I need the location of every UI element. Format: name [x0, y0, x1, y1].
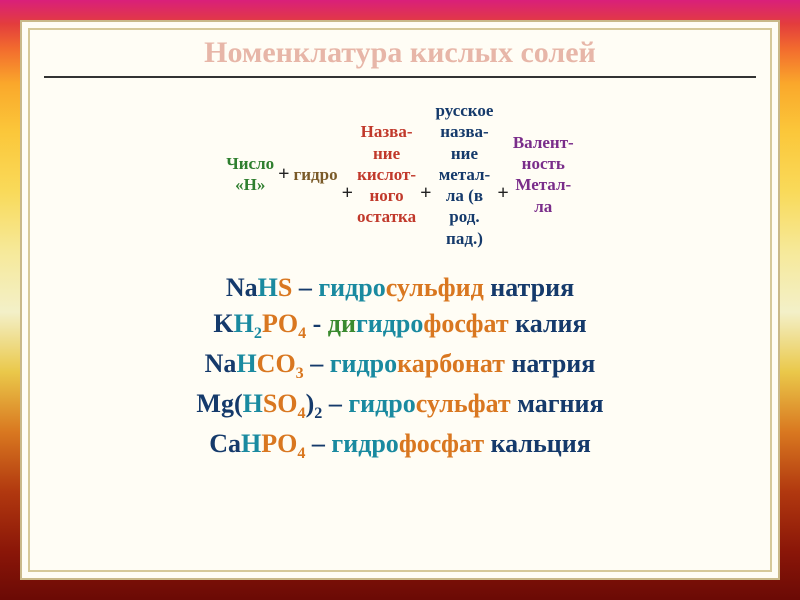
part-count-h: Число«Н» [226, 153, 274, 196]
naming-pattern-row: Число«Н» + гидро + Назва- ние кислот- но… [44, 78, 756, 267]
example-mghso42: Mg(HSO4)2 – гидросульфат магния [196, 389, 603, 423]
part-metal-name: русское назва- ние метал- ла (в род. пад… [436, 100, 494, 249]
part-valence: Валент- ность Метал- ла [513, 132, 574, 217]
part-hydro: гидро [294, 164, 338, 185]
part-acid-residue: Назва- ние кислот- ного остатка [357, 121, 416, 227]
example-cahpo4: CaHPO4 – гидрофосфат кальция [209, 429, 591, 463]
slide-frame: Номенклатура кислых солей Число«Н» + гид… [20, 20, 780, 580]
plus-icon: + [278, 163, 289, 186]
examples-list: NaHS – гидросульфид натрия KH2PO4 - диги… [44, 273, 756, 464]
plus-icon: + [497, 182, 508, 205]
example-kh2po4: KH2PO4 - дигидрофосфат калия [213, 309, 586, 343]
plus-icon: + [342, 182, 353, 205]
example-nahco3: NaHCO3 – гидрокарбонат натрия [205, 349, 596, 383]
page-title: Номенклатура кислых солей [44, 36, 756, 78]
example-nahs: NaHS – гидросульфид натрия [226, 273, 574, 303]
plus-icon: + [420, 182, 431, 205]
